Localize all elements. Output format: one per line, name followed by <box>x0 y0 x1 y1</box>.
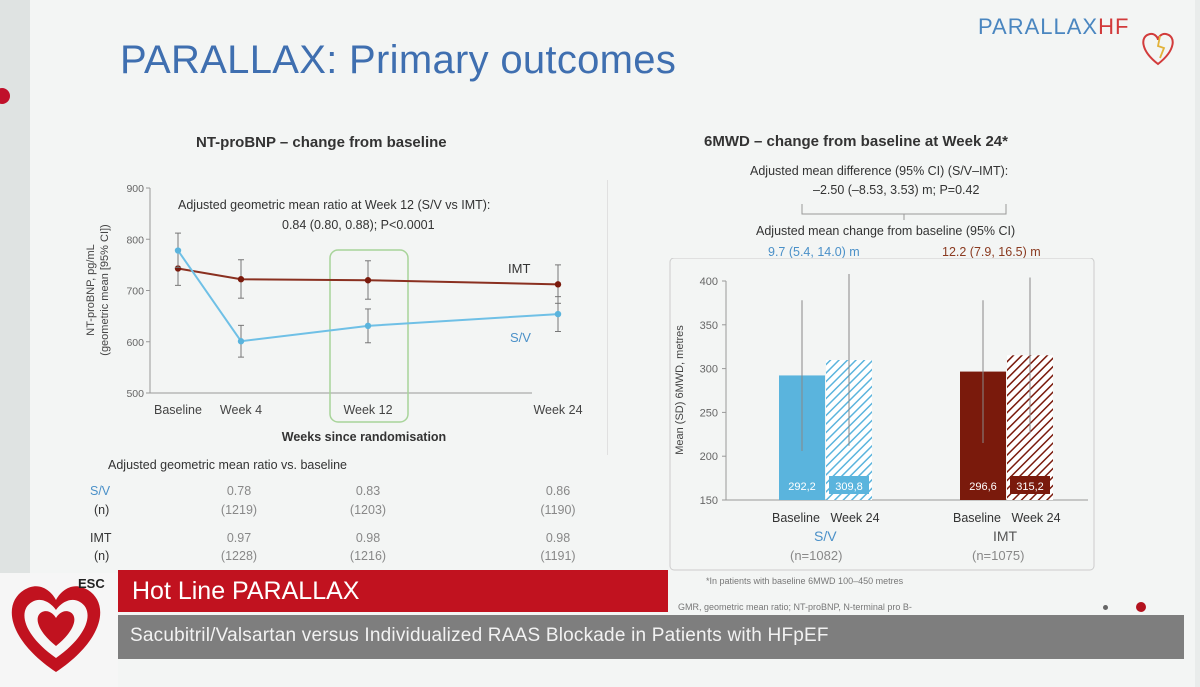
left-panel-heading: NT-proBNP – change from baseline <box>196 134 447 151</box>
slide-indicator-dot <box>1103 605 1108 610</box>
data-point-sv <box>554 310 562 318</box>
y-axis-label: Mean (SD) 6MWD, metres <box>674 325 686 455</box>
x-axis-label: Weeks since randomisation <box>282 430 446 444</box>
left-red-dot <box>0 88 10 104</box>
bar-value-label: 315,2 <box>1016 481 1044 493</box>
gmr-cell: (1190) <box>540 503 576 517</box>
logo-accent-text: HF <box>1098 14 1130 39</box>
data-point-sv <box>174 247 182 254</box>
y-tick-label: 200 <box>700 451 718 463</box>
gmr-cell: 0.83 <box>355 484 381 498</box>
bar-value-label: 309,8 <box>835 481 863 493</box>
parallax-logo: PARALLAXHF <box>978 14 1129 40</box>
abbreviations-footnote: GMR, geometric mean ratio; NT-proBNP, N-… <box>678 602 912 612</box>
group-sv-label: S/V <box>814 528 837 544</box>
hotline-title: Hot Line PARALLAX <box>132 577 360 605</box>
gmr-row-label: S/V <box>90 484 111 498</box>
gmr-cell: (1191) <box>540 549 576 563</box>
y-tick-label: 400 <box>700 276 718 288</box>
series-line-sv <box>177 249 559 343</box>
gmr-cell: 0.98 <box>355 531 381 545</box>
subtitle-banner: Sacubitril/Valsartan versus Individualiz… <box>118 615 1184 659</box>
series-line-imt <box>177 267 559 286</box>
value-label-bg <box>1010 476 1050 494</box>
bar-value-label: 296,6 <box>969 481 997 493</box>
slide-title: PARALLAX: Primary outcomes <box>120 38 677 82</box>
y-axis-label: NT-proBNP, pg/mL (geometric mean [95% CI]… <box>85 224 111 355</box>
y-tick-label: 800 <box>126 234 144 246</box>
mean-difference-line1: Adjusted mean difference (95% CI) (S/V–I… <box>750 164 1009 178</box>
data-point-imt <box>554 281 562 288</box>
gmr-cell: (1216) <box>349 549 387 563</box>
gmr-cell: (1228) <box>220 549 258 563</box>
gmr-row-label: (n) <box>94 503 110 517</box>
x-tick-label: Week 4 <box>220 403 262 417</box>
value-label-bg <box>782 476 822 494</box>
trial-subtitle: Sacubitril/Valsartan versus Individualiz… <box>130 625 829 646</box>
group-imt-n: (n=1075) <box>972 548 1025 563</box>
y-tick-label: 700 <box>126 286 144 298</box>
data-point-imt <box>237 276 245 283</box>
data-point-imt <box>364 277 372 284</box>
gmr-row-label: IMT <box>90 531 112 545</box>
heart-logo-icon <box>1142 32 1174 66</box>
gmr-annotation-line1: Adjusted geometric mean ratio at Week 12… <box>178 198 491 212</box>
y-tick-label: 350 <box>700 320 718 332</box>
mean-difference-line2: –2.50 (–8.53, 3.53) m; P=0.42 <box>813 183 980 197</box>
gmr-row-label: (n) <box>94 549 110 563</box>
y-tick-label: 600 <box>126 337 144 349</box>
gmr-cell: 0.97 <box>226 531 252 545</box>
data-point-sv <box>237 338 245 345</box>
footnote-6mwd: *In patients with baseline 6MWD 100–450 … <box>706 576 904 586</box>
series-label-sv: S/V <box>510 330 531 345</box>
right-panel-heading: 6MWD – change from baseline at Week 24* <box>704 133 1008 150</box>
y-tick-label: 250 <box>700 407 718 419</box>
week12-highlight-box <box>329 249 409 423</box>
hotline-banner: Hot Line PARALLAX <box>118 570 668 612</box>
difference-bracket <box>801 204 1007 220</box>
gmr-cell: 0.98 <box>545 531 571 545</box>
gmr-cell: (1219) <box>220 503 258 517</box>
6mwd-bar-chart: 150 200 250 300 350 400 Mean (SD) 6MWD, metres… <box>669 258 1095 571</box>
esc-label: ESC <box>78 576 105 591</box>
y-tick-label: 500 <box>126 388 144 400</box>
x-tick-label: Baseline <box>154 403 202 417</box>
value-label-bg <box>963 476 1003 494</box>
data-point-sv <box>364 322 372 330</box>
series-label-imt: IMT <box>508 261 530 276</box>
x-tick-label: Week 24 <box>1011 511 1060 525</box>
mean-change-heading: Adjusted mean change from baseline (95% … <box>756 224 1016 238</box>
gmr-table-heading: Adjusted geometric mean ratio vs. baseli… <box>108 458 348 472</box>
group-sv-n: (n=1082) <box>790 548 843 563</box>
data-point-imt <box>174 265 182 272</box>
gmr-annotation-line2: 0.84 (0.80, 0.88); P<0.0001 <box>282 218 435 232</box>
x-tick-label: Baseline <box>953 511 1001 525</box>
x-tick-label: Week 24 <box>533 403 582 417</box>
bar-chart-frame <box>669 258 1095 571</box>
logo-main-text: PARALLAX <box>978 14 1099 39</box>
y-tick-label: 150 <box>700 495 718 507</box>
bar-value-label: 292,2 <box>788 481 816 493</box>
imt-change-value: 12.2 (7.9, 16.5) m <box>942 245 1041 259</box>
ntprobnp-line-chart: 500 600 700 800 900 Baseline Week 4 Week 12 Week… <box>85 180 608 455</box>
gmr-cell: 0.78 <box>226 484 252 498</box>
left-edge <box>0 0 30 687</box>
gmr-cell: 0.86 <box>545 484 571 498</box>
sv-change-value: 9.7 (5.4, 14.0) m <box>768 245 860 259</box>
value-label-bg <box>829 476 869 494</box>
x-tick-label: Week 12 <box>343 403 392 417</box>
slide-indicator-active-dot <box>1136 602 1146 612</box>
x-tick-label: Week 24 <box>830 511 879 525</box>
gmr-cell: (1203) <box>349 503 387 517</box>
x-tick-label: Baseline <box>772 511 820 525</box>
group-imt-label: IMT <box>993 528 1018 544</box>
y-tick-label: 300 <box>700 364 718 376</box>
esc-heart-icon <box>11 586 101 672</box>
y-tick-label: 900 <box>126 183 144 195</box>
